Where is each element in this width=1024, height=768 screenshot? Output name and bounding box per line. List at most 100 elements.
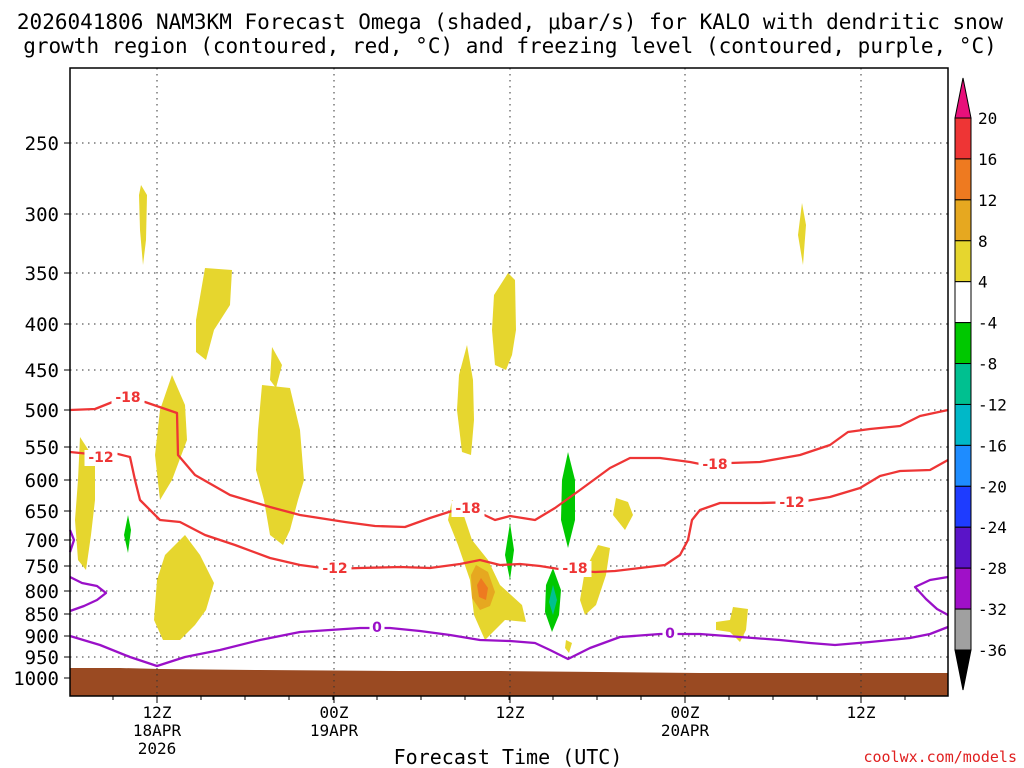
colorbar-label: -20 xyxy=(978,477,1007,496)
omega-region-8 xyxy=(492,273,516,370)
y-tick-label: 700 xyxy=(25,530,59,552)
omega-region-13 xyxy=(716,607,748,642)
contour-label: 0 xyxy=(665,626,675,642)
omega-region-11 xyxy=(580,545,610,615)
contour-label-bg xyxy=(111,390,145,406)
y-tick-label: 250 xyxy=(25,133,59,155)
colorbar: 20 16 12 8 4 -4 -8 -12 -16 -20 -24 -28 -32 -36 xyxy=(954,77,1007,691)
contour-label: -18 xyxy=(455,501,480,517)
colorbar-label: -16 xyxy=(978,436,1007,455)
y-tick-label: 1000 xyxy=(13,668,59,690)
contour-label-bg xyxy=(369,620,385,636)
contour-label-bg xyxy=(775,495,809,511)
contour-labels: -18 -12 -18 -12 -18 -12 -18 0 0 xyxy=(84,390,809,642)
isotherm-minus18 xyxy=(69,399,949,529)
omega-region-9 xyxy=(457,345,474,455)
colorbar-label: -8 xyxy=(978,355,997,374)
contour-label-bg xyxy=(451,501,485,517)
y-tick-label: 900 xyxy=(25,626,59,648)
y-tick-label: 300 xyxy=(25,204,59,226)
x-tick-label: 00Z xyxy=(320,703,349,722)
colorbar-swatch xyxy=(954,281,972,324)
colorbar-label: 16 xyxy=(978,150,997,169)
colorbar-swatch xyxy=(954,158,972,201)
colorbar-swatch xyxy=(954,322,972,365)
y-tick-label: 850 xyxy=(25,604,59,626)
colorbar-label: -12 xyxy=(978,395,1007,414)
omega-region-15 xyxy=(565,640,572,653)
omega-region-4 xyxy=(75,437,95,570)
colorbar-swatch xyxy=(954,444,972,487)
x-tick-label: 12Z xyxy=(847,703,876,722)
y-tick-label: 350 xyxy=(25,263,59,285)
y-tick-label: 500 xyxy=(25,400,59,422)
omega-positive-shading xyxy=(75,185,806,653)
contour-label-bg xyxy=(318,561,352,577)
colorbar-swatch xyxy=(954,608,972,651)
freezing-level-line xyxy=(69,625,949,668)
omega-region-12 xyxy=(613,498,633,530)
y-tick-label: 950 xyxy=(25,647,59,669)
contour-label-bg xyxy=(698,457,732,473)
colorbar-swatch xyxy=(954,567,972,610)
colorbar-label: 12 xyxy=(978,191,997,210)
contour-label: -18 xyxy=(115,390,140,406)
omega-region-10 xyxy=(448,500,526,640)
colorbar-swatch xyxy=(954,363,972,405)
colorbar-label: 8 xyxy=(978,232,988,251)
colorbar-swatch xyxy=(954,117,972,160)
contour-label-bg xyxy=(84,450,118,466)
x-axis-label: Forecast Time (UTC) xyxy=(394,745,623,768)
freezing-level-right xyxy=(913,575,949,617)
omega-neg-region-2 xyxy=(505,523,514,580)
x-tick-label: 12Z xyxy=(496,703,525,722)
colorbar-label: -32 xyxy=(978,600,1007,619)
chart-title-line-2: growth region (contoured, red, °C) and f… xyxy=(23,34,997,58)
contour-label-bg xyxy=(662,626,678,642)
colorbar-label: -28 xyxy=(978,559,1007,578)
omega-region-1 xyxy=(139,185,147,265)
colorbar-swatch xyxy=(954,403,972,446)
chart-title-line-1: 2026041806 NAM3KM Forecast Omega (shaded… xyxy=(17,10,1004,34)
y-tick-label: 650 xyxy=(25,501,59,523)
omega-neg-region-1 xyxy=(124,515,131,553)
contour-label: -18 xyxy=(562,561,587,577)
colorbar-cap-top xyxy=(954,77,972,119)
ground-terrain xyxy=(70,668,948,696)
omega-region-3 xyxy=(155,375,187,500)
colorbar-label: 4 xyxy=(978,273,988,292)
colorbar-label: 20 xyxy=(978,109,997,128)
colorbar-label: -24 xyxy=(978,518,1007,537)
y-tick-label: 750 xyxy=(25,556,59,578)
freezing-level-left-upper xyxy=(68,529,76,553)
x-tick-label: 19APR xyxy=(310,721,359,740)
contour-label: -12 xyxy=(779,495,804,511)
x-tick-label: 12Z xyxy=(143,703,172,722)
contour-label: -18 xyxy=(702,457,727,473)
colorbar-swatch xyxy=(954,526,972,569)
y-axis: 2503003504004505005506006507007508008509… xyxy=(13,133,70,690)
y-tick-label: 600 xyxy=(25,470,59,492)
plot-area: -18 -12 -18 -12 -18 -12 -18 0 0 xyxy=(68,68,949,696)
y-tick-label: 550 xyxy=(25,437,59,459)
contour-label: 0 xyxy=(372,620,382,636)
omega-region-14 xyxy=(798,203,806,265)
y-tick-label: 400 xyxy=(25,314,59,336)
contour-label: -12 xyxy=(88,450,113,466)
colorbar-label: -36 xyxy=(978,641,1007,660)
x-tick-label: 18APR xyxy=(133,721,182,740)
omega-region-2 xyxy=(196,268,232,360)
x-tick-label: 00Z xyxy=(671,703,700,722)
colorbar-label: -4 xyxy=(978,314,997,333)
colorbar-cap-bottom xyxy=(954,649,972,691)
omega-region-6 xyxy=(256,385,304,545)
colorbar-swatch xyxy=(954,485,972,528)
omega-region-7 xyxy=(154,535,214,640)
contour-label-bg xyxy=(558,561,592,577)
y-tick-label: 800 xyxy=(25,581,59,603)
freezing-level-left-lower xyxy=(69,575,108,613)
omega-region-orange xyxy=(477,578,488,600)
freezing-level xyxy=(68,529,949,668)
